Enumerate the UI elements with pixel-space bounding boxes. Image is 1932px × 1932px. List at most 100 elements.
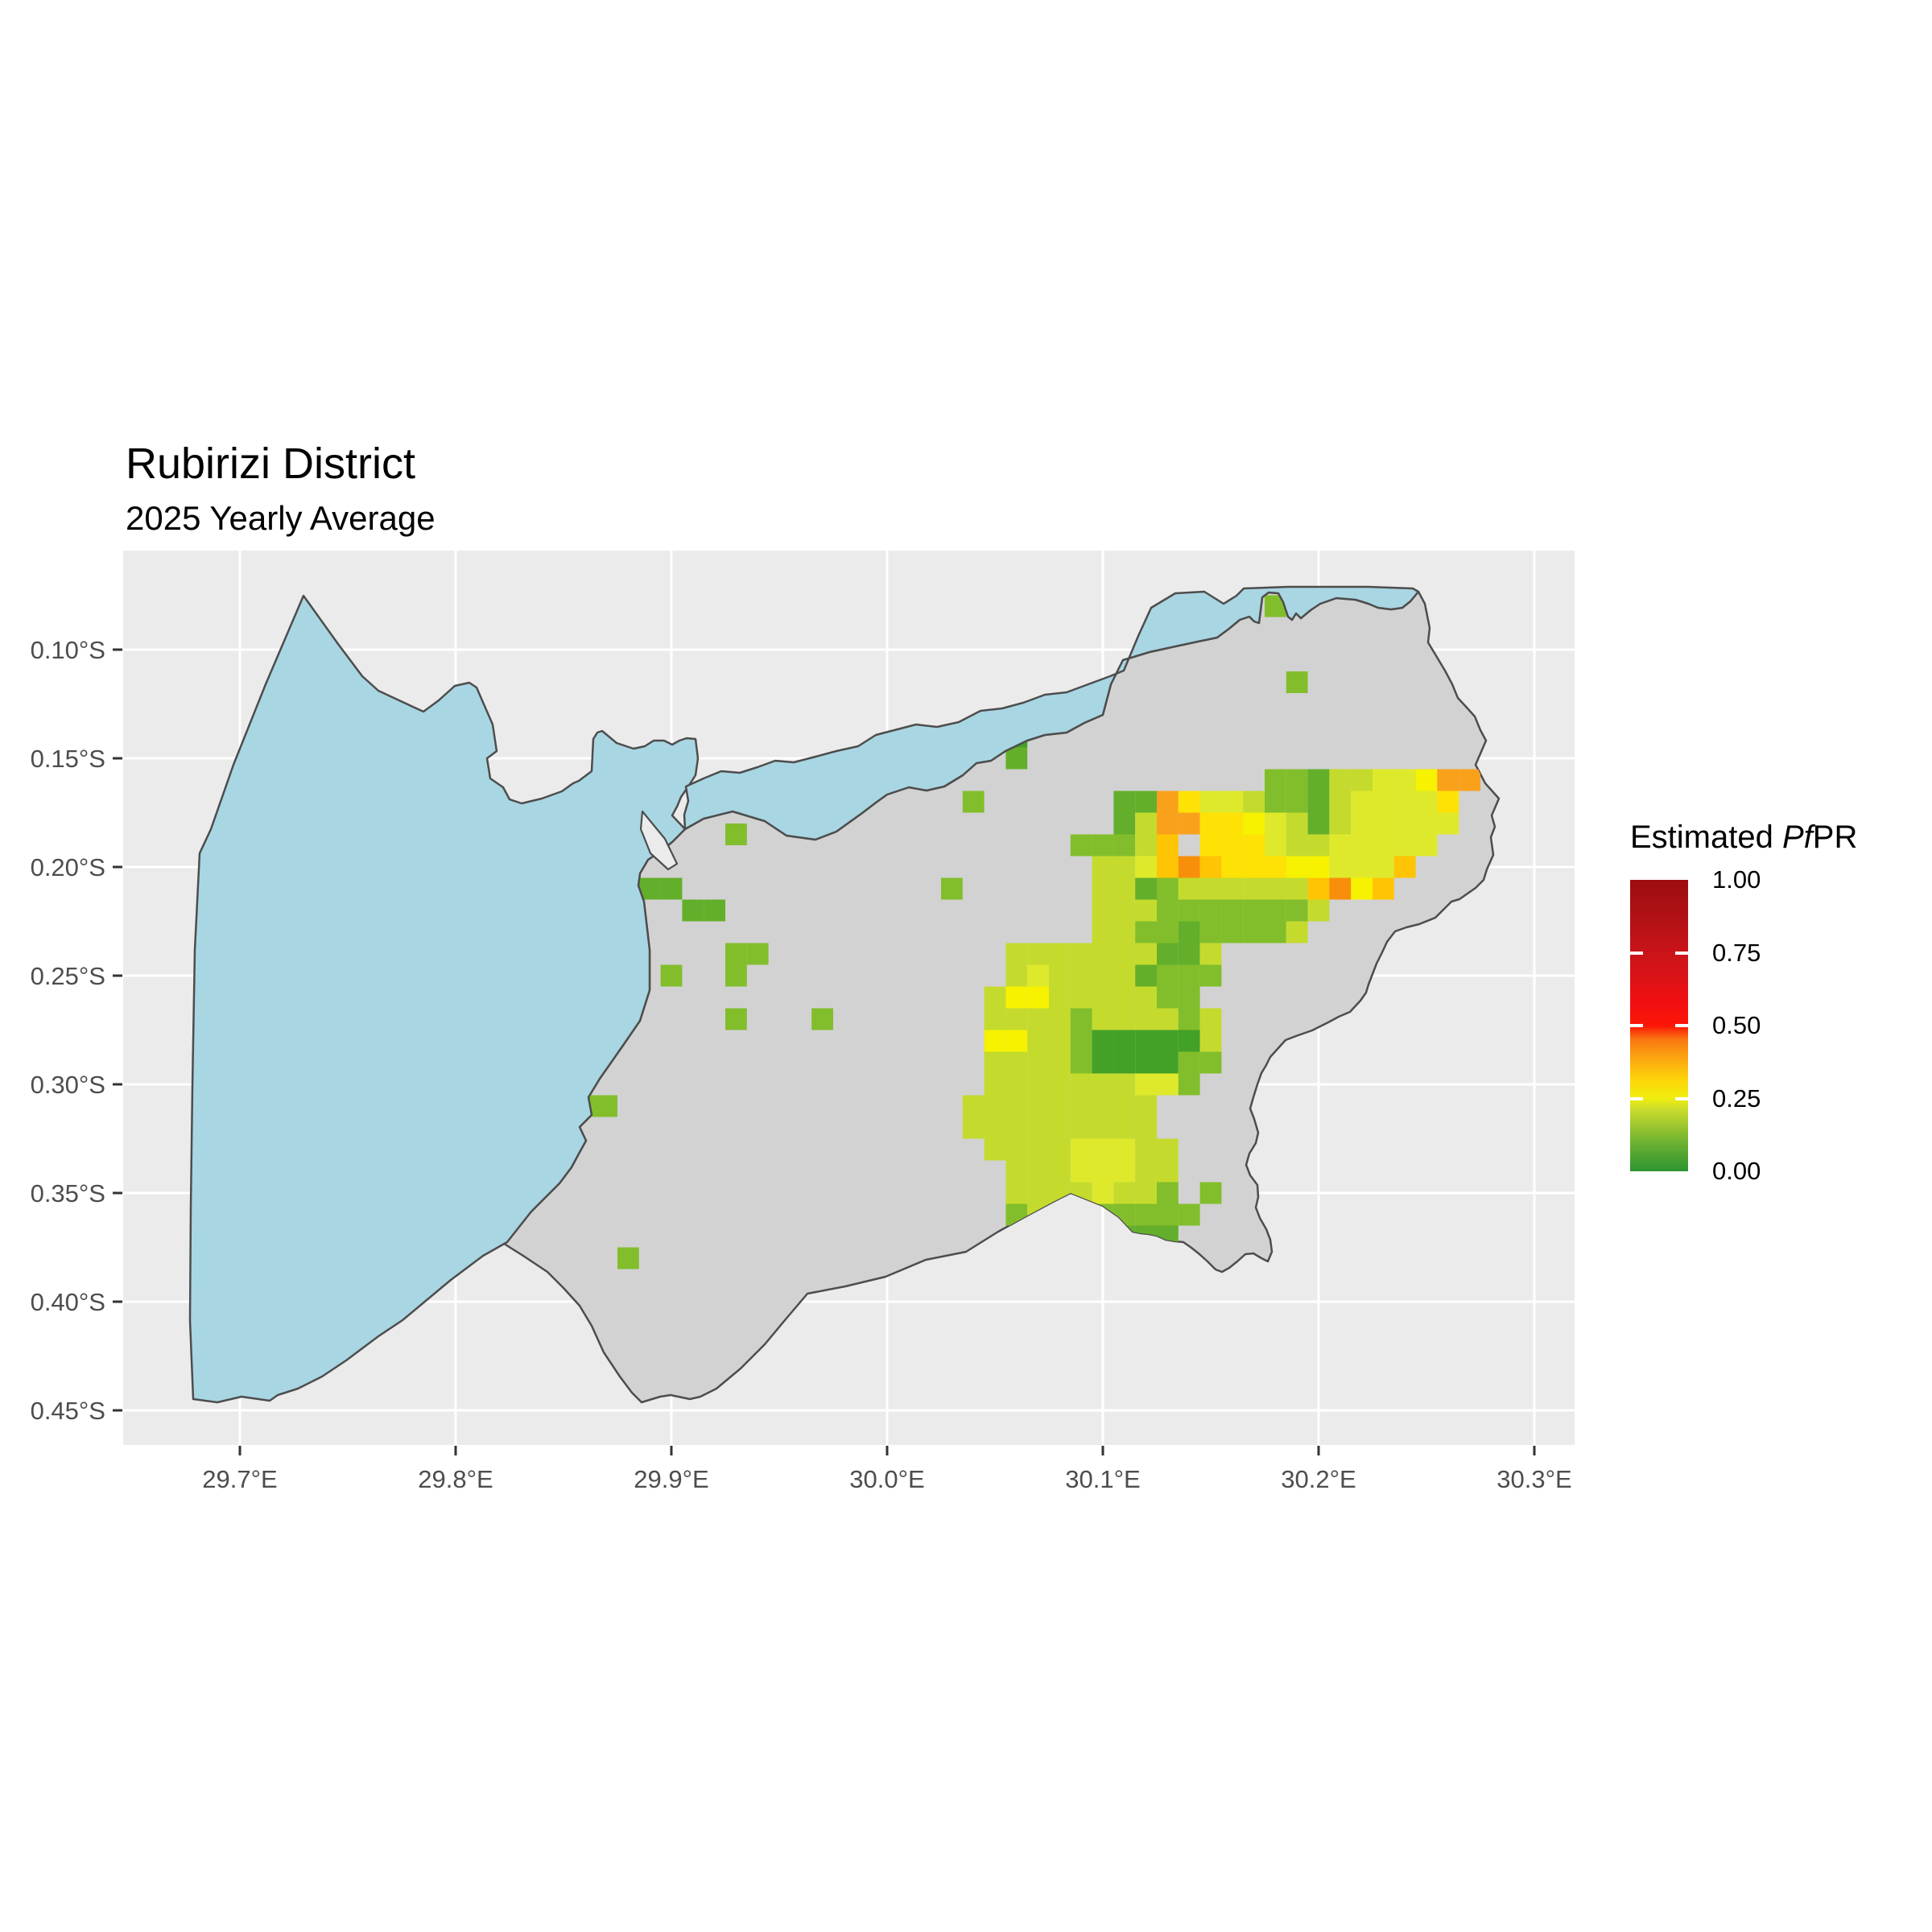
y-tick-label: 0.30°S (31, 1071, 105, 1099)
raster-tiles (578, 595, 1480, 1269)
raster-tile (1265, 791, 1286, 813)
raster-tile (1135, 1051, 1157, 1074)
raster-tile (1113, 943, 1136, 965)
raster-tile (1199, 1051, 1222, 1074)
raster-tile (1135, 791, 1157, 813)
raster-tile (1221, 921, 1244, 943)
raster-tile (1178, 943, 1200, 965)
raster-tile (1157, 856, 1179, 878)
raster-tile (1243, 791, 1265, 813)
plot-subtitle: 2025 Yearly Average (126, 499, 436, 537)
raster-tile (1092, 964, 1114, 987)
raster-tile (1092, 1030, 1114, 1052)
raster-tile (1113, 1138, 1136, 1161)
raster-tile (1005, 1160, 1028, 1183)
x-tick-label: 30.1°E (1065, 1465, 1140, 1493)
raster-tile (1005, 943, 1028, 965)
raster-tile (1070, 964, 1092, 987)
raster-tile (1373, 769, 1394, 791)
raster-tile (1243, 812, 1265, 835)
raster-tile (984, 1030, 1006, 1052)
shore-peninsula (639, 810, 679, 871)
raster-tile (1199, 1030, 1222, 1052)
raster-tile (1329, 791, 1352, 813)
raster-tile (1178, 1051, 1200, 1074)
raster-tile (1178, 1008, 1200, 1030)
raster-tile (1135, 1160, 1157, 1183)
y-tick-label: 0.45°S (31, 1397, 105, 1425)
raster-tile (1005, 986, 1028, 1009)
raster-tile (1199, 1182, 1222, 1204)
raster-tile (1092, 986, 1114, 1009)
raster-tile (1243, 856, 1265, 878)
raster-tile (1157, 943, 1179, 965)
raster-tile (1113, 1160, 1136, 1183)
raster-tile (1005, 1073, 1028, 1096)
raster-tile (1157, 812, 1179, 835)
raster-tile (1092, 943, 1114, 965)
legend: Estimated PfPR 1.00 0.75 0.50 0.25 0.00 (1618, 813, 1932, 1199)
raster-tile (1307, 877, 1330, 900)
raster-tile (1005, 747, 1028, 770)
raster-tile (1243, 834, 1265, 857)
legend-label: 1.00 (1712, 865, 1761, 894)
raster-tile (1286, 671, 1308, 693)
raster-tile (1157, 1051, 1179, 1074)
raster-tile (1049, 1160, 1071, 1183)
raster-tile (1092, 921, 1114, 943)
raster-tile (1135, 899, 1157, 922)
raster-tile (1027, 1008, 1049, 1030)
raster-tile (1157, 1073, 1179, 1096)
raster-tile (1157, 1008, 1179, 1030)
raster-tile (962, 791, 985, 813)
raster-tile (1265, 921, 1286, 943)
y-tick-label: 0.15°S (31, 745, 105, 773)
raster-tile (1157, 834, 1179, 857)
raster-tile (1070, 1030, 1092, 1052)
raster-tile (1286, 769, 1308, 791)
raster-tile (1178, 1203, 1200, 1226)
raster-tile (1005, 1182, 1028, 1204)
raster-tile (1221, 899, 1244, 922)
raster-tile (1092, 856, 1114, 878)
x-tick-label: 30.0°E (849, 1465, 924, 1493)
raster-tile (1178, 1030, 1200, 1052)
raster-tile (1243, 921, 1265, 943)
raster-tile (1393, 769, 1416, 791)
raster-tile (1027, 1160, 1049, 1183)
plot-title: Rubirizi District (126, 440, 416, 488)
raster-tile (1135, 1203, 1157, 1226)
raster-tile (1027, 1182, 1049, 1204)
raster-tile (1329, 877, 1352, 900)
raster-tile (1049, 1117, 1071, 1139)
raster-tile (941, 877, 963, 900)
raster-tile (1135, 964, 1157, 987)
y-tick-label: 0.35°S (31, 1179, 105, 1208)
raster-tile (1221, 877, 1244, 900)
legend-title-italic: Pf (1781, 819, 1813, 855)
raster-tile (984, 1051, 1006, 1074)
raster-tile (1199, 834, 1222, 857)
raster-tile (1351, 812, 1373, 835)
raster-tile (1329, 769, 1352, 791)
raster-tile (1199, 943, 1222, 965)
raster-tile (1265, 769, 1286, 791)
raster-tile (1373, 812, 1394, 835)
raster-tile (1286, 899, 1308, 922)
raster-tile (1286, 877, 1308, 900)
raster-tile (1092, 834, 1114, 857)
raster-tile (1307, 769, 1330, 791)
raster-tile (1286, 812, 1308, 835)
raster-tile (1070, 1073, 1092, 1096)
raster-tile (1049, 1095, 1071, 1117)
raster-tile (1113, 1117, 1136, 1139)
raster-tile (1049, 964, 1071, 987)
raster-tile (1393, 812, 1416, 835)
raster-tile (1157, 921, 1179, 943)
raster-tile (1243, 877, 1265, 900)
raster-tile (1415, 834, 1438, 857)
raster-tile (1351, 856, 1373, 878)
raster-tile (1243, 899, 1265, 922)
raster-tile (984, 1008, 1006, 1030)
